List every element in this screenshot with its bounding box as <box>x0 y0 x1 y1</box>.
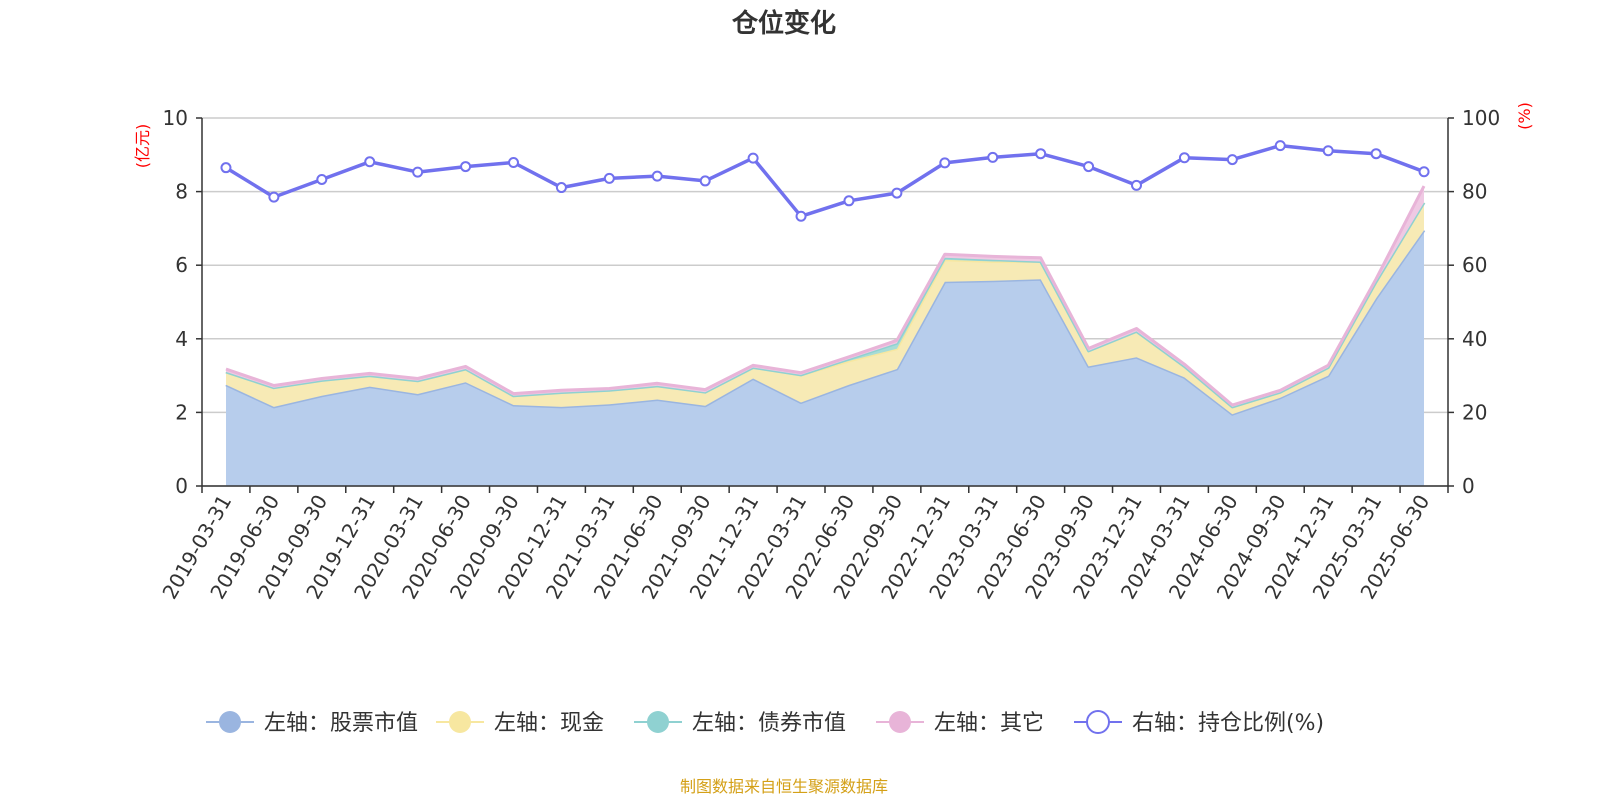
ratio-point <box>603 172 615 184</box>
ratio-point <box>1035 148 1047 160</box>
ratio-point <box>1083 161 1095 173</box>
right-tick-label: 60 <box>1462 253 1487 277</box>
ratio-point <box>699 175 711 187</box>
ratio-point <box>891 187 903 199</box>
area-edge-series-3 <box>225 185 1426 407</box>
ratio-point <box>987 151 999 163</box>
ratio-point <box>555 182 567 194</box>
legend-label: 左轴：股票市值 <box>264 711 418 736</box>
right-tick-label: 0 <box>1462 474 1475 498</box>
ratio-point <box>1322 145 1334 157</box>
ratio-point <box>1274 140 1286 152</box>
legend-marker <box>449 711 471 733</box>
ratio-point <box>220 162 232 174</box>
left-tick-label: 6 <box>175 253 188 277</box>
left-tick-label: 8 <box>175 180 188 204</box>
right-tick-label: 40 <box>1462 327 1487 351</box>
left-tick-label: 0 <box>175 474 188 498</box>
area-series-1 <box>226 202 1424 415</box>
right-tick-label: 20 <box>1462 400 1487 424</box>
legend-marker <box>647 711 669 733</box>
axes: 02468100204060801002019-03-312019-06-302… <box>157 106 1500 603</box>
source-note: 制图数据来自恒生聚源数据库 <box>680 777 888 796</box>
left-tick-label: 4 <box>175 327 188 351</box>
ratio-point <box>747 152 759 164</box>
right-tick-label: 80 <box>1462 180 1487 204</box>
legend-marker <box>889 711 911 733</box>
ratio-point <box>1370 148 1382 160</box>
ratio-point <box>1131 179 1142 191</box>
stacked-areas <box>225 185 1426 486</box>
ratio-point <box>1226 154 1238 166</box>
ratio-point <box>1178 152 1190 164</box>
ratio-point <box>364 156 376 168</box>
legend-marker <box>219 711 241 733</box>
ratio-point <box>843 195 855 207</box>
ratio-point <box>508 157 519 169</box>
legend-label: 左轴：其它 <box>934 711 1044 736</box>
legend-marker <box>1086 710 1110 734</box>
ratio-point <box>795 210 807 222</box>
left-tick-label: 2 <box>175 400 188 424</box>
legend: 左轴：股票市值 左轴：现金 左轴：债券市值 左轴：其它 右轴：持仓比例(%) <box>206 710 1324 736</box>
ratio-point <box>412 166 424 178</box>
ratio-point <box>460 161 472 173</box>
legend-label: 左轴：现金 <box>494 711 604 736</box>
legend-label: 右轴：持仓比例(%) <box>1132 711 1324 736</box>
ratio-point <box>651 170 663 182</box>
chart-title: 仓位变化 <box>731 8 836 39</box>
right-tick-label: 100 <box>1462 106 1500 130</box>
legend-label: 左轴：债券市值 <box>692 711 846 736</box>
ratio-line-path <box>225 143 1425 219</box>
ratio-point <box>939 157 951 169</box>
ratio-point <box>268 191 280 203</box>
ratio-point <box>316 173 328 185</box>
left-axis-unit: (亿元) <box>133 124 152 169</box>
left-tick-label: 10 <box>163 106 188 130</box>
ratio-line <box>220 140 1430 222</box>
ratio-point <box>1418 166 1430 178</box>
area-series-0 <box>226 230 1424 486</box>
right-axis-unit: (%) <box>1515 102 1534 130</box>
